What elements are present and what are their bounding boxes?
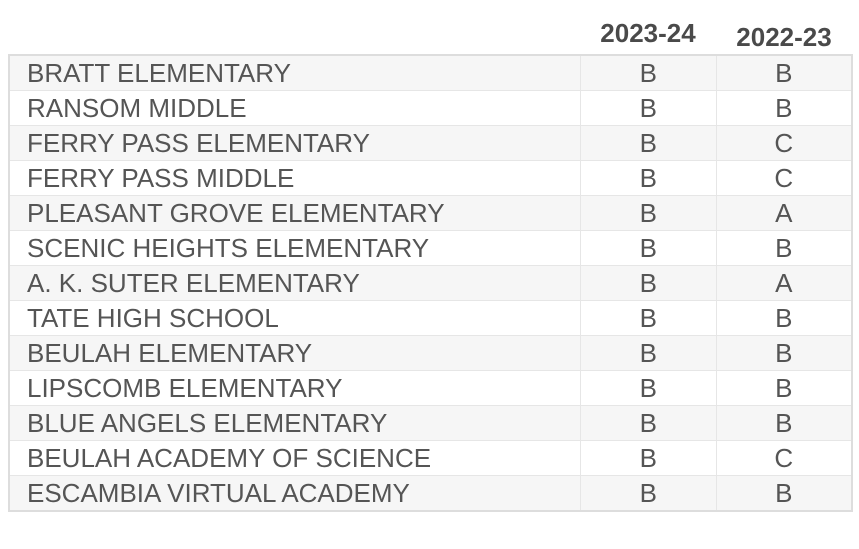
grade-2022-23: B bbox=[715, 405, 853, 441]
school-name: BEULAH ACADEMY OF SCIENCE bbox=[8, 440, 582, 476]
table-row: BRATT ELEMENTARY B B bbox=[8, 54, 853, 91]
school-name: BRATT ELEMENTARY bbox=[8, 54, 582, 91]
grade-2022-23: B bbox=[715, 54, 853, 91]
grade-2022-23: B bbox=[715, 230, 853, 266]
header-2022-23: 2022-23 bbox=[736, 22, 832, 52]
school-name: LIPSCOMB ELEMENTARY bbox=[8, 370, 582, 406]
school-name: A. K. SUTER ELEMENTARY bbox=[8, 265, 582, 301]
table-row: BEULAH ACADEMY OF SCIENCE B C bbox=[8, 440, 853, 476]
grade-2023-24: B bbox=[580, 475, 717, 512]
grade-2023-24: B bbox=[580, 440, 717, 476]
table-row: RANSOM MIDDLE B B bbox=[8, 90, 853, 126]
table-row: BEULAH ELEMENTARY B B bbox=[8, 335, 853, 371]
table-row: TATE HIGH SCHOOL B B bbox=[8, 300, 853, 336]
school-grades-table: BRATT ELEMENTARY B B RANSOM MIDDLE B B FERRY P… bbox=[8, 54, 853, 512]
table-row: ESCAMBIA VIRTUAL ACADEMY B B bbox=[8, 475, 853, 512]
table-row: LIPSCOMB ELEMENTARY B B bbox=[8, 370, 853, 406]
table-row: BLUE ANGELS ELEMENTARY B B bbox=[8, 405, 853, 441]
table-row: PLEASANT GROVE ELEMENTARY B A bbox=[8, 195, 853, 231]
grade-2023-24: B bbox=[580, 405, 717, 441]
grade-2023-24: B bbox=[580, 125, 717, 161]
table-row: A. K. SUTER ELEMENTARY B A bbox=[8, 265, 853, 301]
grade-2022-23: B bbox=[715, 300, 853, 336]
grade-2022-23: C bbox=[715, 160, 853, 196]
grade-2023-24: B bbox=[580, 335, 717, 371]
school-name: RANSOM MIDDLE bbox=[8, 90, 582, 126]
school-name: PLEASANT GROVE ELEMENTARY bbox=[8, 195, 582, 231]
table-row: FERRY PASS ELEMENTARY B C bbox=[8, 125, 853, 161]
school-name: BEULAH ELEMENTARY bbox=[8, 335, 582, 371]
grade-2022-23: A bbox=[715, 265, 853, 301]
table-row: FERRY PASS MIDDLE B C bbox=[8, 160, 853, 196]
school-name: BLUE ANGELS ELEMENTARY bbox=[8, 405, 582, 441]
grade-2023-24: B bbox=[580, 160, 717, 196]
grade-2022-23: A bbox=[715, 195, 853, 231]
grade-2023-24: B bbox=[580, 90, 717, 126]
grade-2022-23: C bbox=[715, 125, 853, 161]
school-name: SCENIC HEIGHTS ELEMENTARY bbox=[8, 230, 582, 266]
school-name: FERRY PASS ELEMENTARY bbox=[8, 125, 582, 161]
grade-2022-23: C bbox=[715, 440, 853, 476]
school-name: TATE HIGH SCHOOL bbox=[8, 300, 582, 336]
school-name: FERRY PASS MIDDLE bbox=[8, 160, 582, 196]
grade-2023-24: B bbox=[580, 300, 717, 336]
grade-2022-23: B bbox=[715, 370, 853, 406]
header-2023-24: 2023-24 bbox=[600, 18, 696, 48]
grade-2023-24: B bbox=[580, 54, 717, 91]
grade-2022-23: B bbox=[715, 475, 853, 512]
grade-2023-24: B bbox=[580, 230, 717, 266]
table-row: SCENIC HEIGHTS ELEMENTARY B B bbox=[8, 230, 853, 266]
grade-2023-24: B bbox=[580, 195, 717, 231]
grade-2023-24: B bbox=[580, 265, 717, 301]
grade-2022-23: B bbox=[715, 90, 853, 126]
grade-2022-23: B bbox=[715, 335, 853, 371]
school-name: ESCAMBIA VIRTUAL ACADEMY bbox=[8, 475, 582, 512]
grade-2023-24: B bbox=[580, 370, 717, 406]
